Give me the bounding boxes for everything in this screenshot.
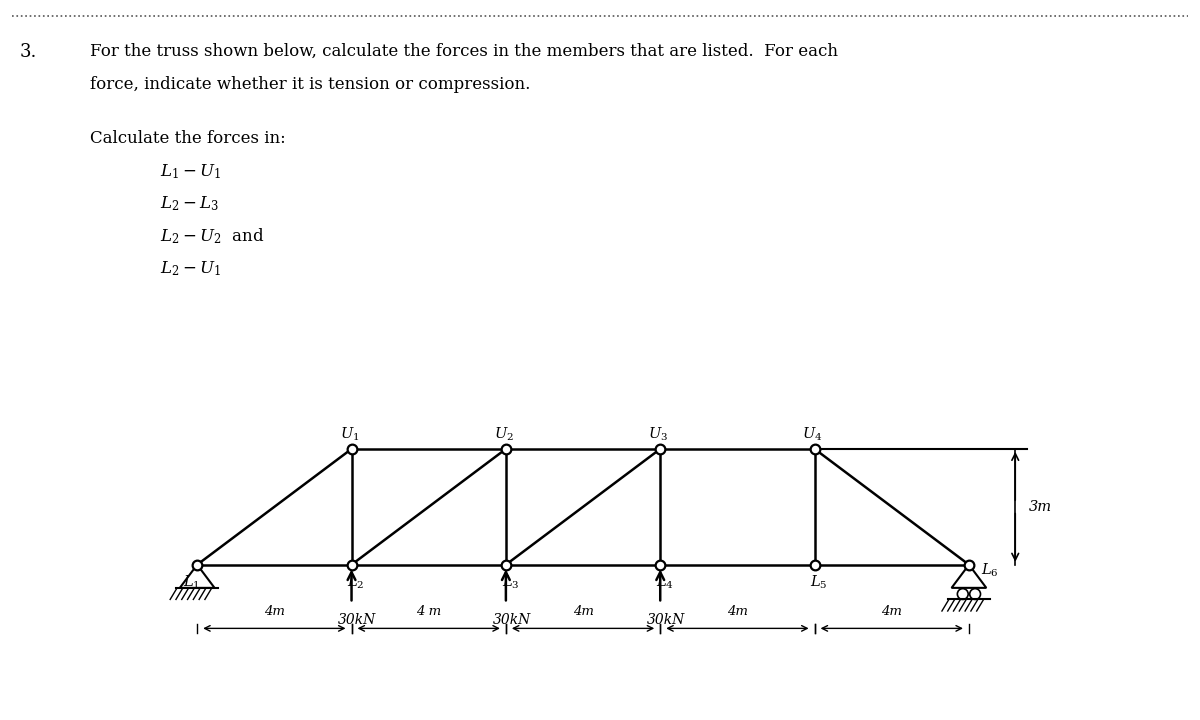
Text: $U_3$: $U_3$ (648, 426, 668, 443)
Text: 4m: 4m (264, 605, 284, 618)
Text: $L_2$: $L_2$ (348, 573, 365, 591)
Text: $L_1 - U_1$: $L_1 - U_1$ (160, 162, 221, 181)
Text: $L_2 - L_3$: $L_2 - L_3$ (160, 194, 218, 213)
Polygon shape (180, 564, 215, 588)
Text: 4m: 4m (881, 605, 902, 618)
Text: $L_5$: $L_5$ (810, 573, 828, 591)
Text: 30kN: 30kN (492, 613, 530, 627)
Text: $L_4$: $L_4$ (656, 573, 674, 591)
Text: $U_4$: $U_4$ (803, 426, 823, 443)
Text: $L_3$: $L_3$ (502, 573, 520, 591)
Text: $U_1$: $U_1$ (340, 426, 359, 443)
Text: For the truss shown below, calculate the forces in the members that are listed. : For the truss shown below, calculate the… (90, 43, 838, 60)
Text: 3.: 3. (20, 43, 37, 61)
Text: 3m: 3m (1028, 500, 1052, 514)
Text: 30kN: 30kN (338, 613, 377, 627)
Text: 30kN: 30kN (647, 613, 685, 627)
Text: 4 m: 4 m (416, 605, 442, 618)
Text: 4m: 4m (727, 605, 748, 618)
Text: $L_2 - U_1$: $L_2 - U_1$ (160, 259, 221, 278)
Text: $L_1$: $L_1$ (182, 573, 200, 591)
Text: $L_2 - U_2$  and: $L_2 - U_2$ and (160, 227, 265, 246)
Text: force, indicate whether it is tension or compression.: force, indicate whether it is tension or… (90, 76, 530, 93)
Text: Calculate the forces in:: Calculate the forces in: (90, 130, 286, 147)
Text: 4m: 4m (572, 605, 594, 618)
Text: $U_2$: $U_2$ (494, 426, 514, 443)
Text: $L_6$: $L_6$ (982, 562, 1000, 579)
Polygon shape (952, 564, 986, 588)
